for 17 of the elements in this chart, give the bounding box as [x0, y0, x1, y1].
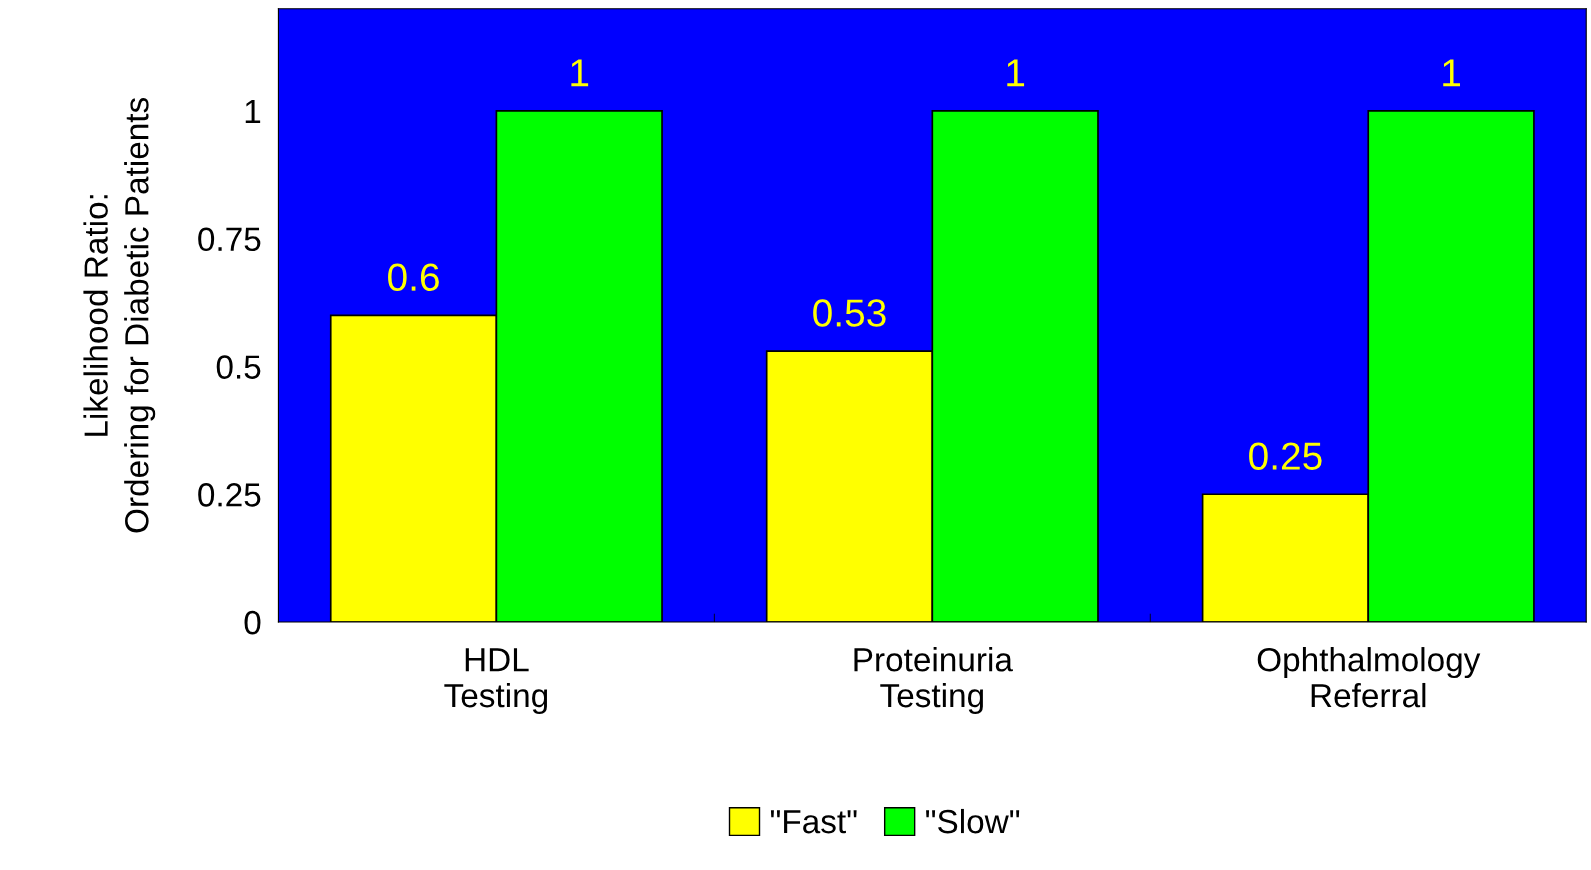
- x-tick-label: HDL Testing: [444, 648, 548, 715]
- data-label: 1: [1007, 59, 1025, 87]
- y-tick-label: 1: [245, 100, 261, 123]
- data-label: 0.25: [1249, 442, 1322, 470]
- y-tick-label: 0.5: [216, 355, 261, 379]
- data-label: 1: [571, 59, 589, 87]
- x-tick-label: Ophthalmology Referral: [1257, 647, 1481, 708]
- x-tick-label: Proteinuria Testing: [854, 647, 1013, 715]
- legend-label: "Slow": [926, 808, 1020, 834]
- y-tick-label: 0.25: [198, 483, 261, 507]
- data-label: 0.53: [813, 299, 886, 327]
- y-axis-title: Likelihood Ratio: Ordering for Diabetic Patients: [83, 97, 156, 533]
- y-tick-label: 0: [244, 610, 261, 635]
- data-label: 1: [1443, 59, 1460, 87]
- y-tick-label: 0.75: [198, 227, 261, 252]
- data-label: 0.6: [388, 263, 439, 292]
- legend-label: "Fast": [770, 810, 857, 834]
